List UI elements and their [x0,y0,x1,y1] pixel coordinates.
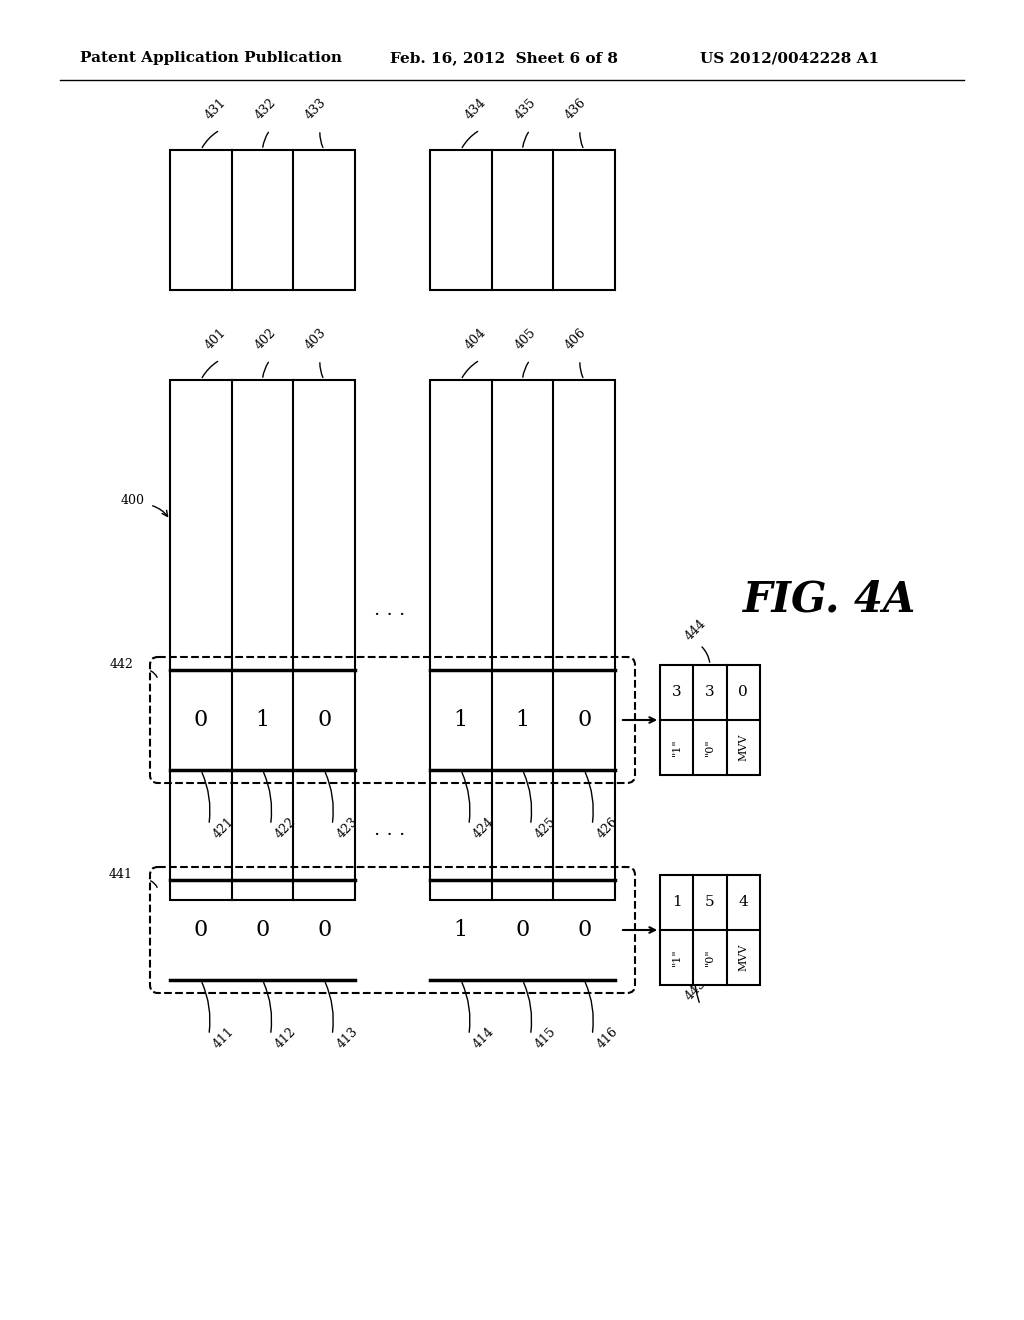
Text: 1: 1 [454,919,468,941]
Text: 425: 425 [532,816,558,841]
Bar [170,150,355,290]
Text: MVV: MVV [738,734,749,762]
Text: 414: 414 [471,1026,497,1051]
Text: 3: 3 [706,685,715,700]
Text: 5: 5 [706,895,715,909]
Text: 0: 0 [317,919,332,941]
Text: 441: 441 [109,869,133,882]
Text: "0": "0" [705,949,715,966]
Text: 0: 0 [317,709,332,731]
Text: 1: 1 [255,709,269,731]
Text: 442: 442 [110,659,133,672]
Text: Feb. 16, 2012  Sheet 6 of 8: Feb. 16, 2012 Sheet 6 of 8 [390,51,618,65]
Text: 400: 400 [121,494,145,507]
Text: 0: 0 [194,709,208,731]
Text: 1: 1 [672,895,682,909]
Text: FIG. 4A: FIG. 4A [743,579,916,620]
Text: 424: 424 [471,816,497,841]
Text: 0: 0 [578,919,591,941]
Text: . . .: . . . [375,821,406,840]
Text: MVV: MVV [738,944,749,972]
Bar [430,150,615,290]
Text: 436: 436 [563,96,589,121]
Text: 426: 426 [594,816,621,841]
Text: 0: 0 [578,709,591,731]
Text: 433: 433 [303,96,329,121]
Bar [660,875,760,985]
Text: 416: 416 [594,1026,621,1051]
Text: 444: 444 [682,618,709,643]
Bar [660,665,760,775]
Text: 431: 431 [203,96,229,121]
Text: 423: 423 [334,816,360,841]
Text: 402: 402 [253,326,279,352]
Text: "1": "1" [672,739,682,756]
Text: . . .: . . . [375,601,406,619]
Bar [170,380,355,900]
Text: 421: 421 [211,816,237,841]
Text: 443: 443 [682,977,709,1003]
Text: 1: 1 [454,709,468,731]
Text: 1: 1 [515,709,529,731]
Text: "0": "0" [705,739,715,756]
Text: 0: 0 [738,685,749,700]
Text: 434: 434 [463,96,489,121]
Text: 432: 432 [253,96,279,121]
Text: Patent Application Publication: Patent Application Publication [80,51,342,65]
Text: 411: 411 [211,1026,237,1051]
Text: 412: 412 [272,1026,299,1051]
Text: 3: 3 [672,685,682,700]
Text: 413: 413 [334,1026,360,1051]
Text: 4: 4 [738,895,749,909]
Text: "1": "1" [672,949,682,966]
Bar [430,380,615,900]
Text: 0: 0 [515,919,529,941]
Text: 435: 435 [513,96,539,121]
Text: 422: 422 [272,816,298,841]
Text: 0: 0 [255,919,269,941]
Text: 401: 401 [203,326,229,352]
Text: 405: 405 [513,326,539,352]
Text: 415: 415 [532,1026,558,1051]
Text: 404: 404 [463,326,489,352]
Text: 406: 406 [563,326,589,352]
Text: 403: 403 [303,326,329,352]
Text: 0: 0 [194,919,208,941]
Text: US 2012/0042228 A1: US 2012/0042228 A1 [700,51,880,65]
